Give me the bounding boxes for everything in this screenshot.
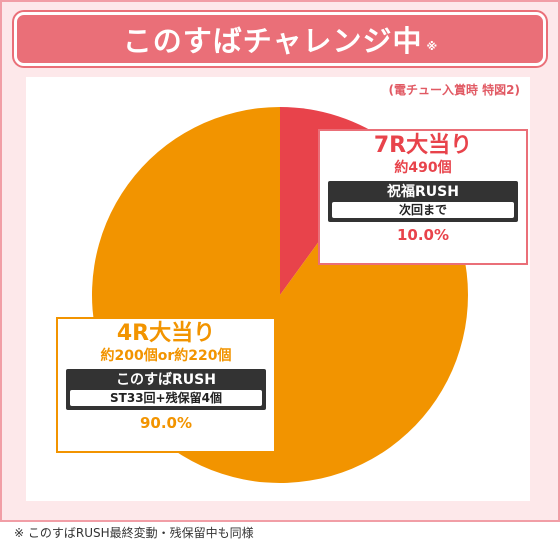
slice-label-7r: 7R大当り 約490個 祝福RUSH 次回まで 10.0% — [318, 129, 528, 265]
title-footnote-mark: ※ — [426, 39, 438, 53]
slice-7r-title: 7R大当り — [373, 133, 473, 158]
slice-4r-percent: 90.0% — [139, 414, 193, 432]
slice-4r-mode-detail: ST33回+残保留4個 — [70, 390, 262, 406]
chart-panel: (電チュー入賞時 特図2) 7R大当り 約490個 祝福RUSH 次回まで 10… — [26, 77, 530, 501]
slice-7r-mode: 祝福RUSH — [387, 184, 459, 200]
slice-7r-payout: 約490個 — [394, 160, 452, 176]
title-bar: このすばチャレンジ中 ※ — [14, 12, 546, 66]
slice-label-4r: 4R大当り 約200個or約220個 このすばRUSH ST33回+残保留4個 … — [56, 317, 276, 453]
slice-4r-mode-box: このすばRUSH ST33回+残保留4個 — [66, 369, 266, 410]
chart-title: このすばチャレンジ中 — [122, 24, 423, 58]
slice-7r-mode-detail: 次回まで — [332, 202, 514, 218]
condition-note: (電チュー入賞時 特図2) — [388, 83, 521, 97]
slice-4r-mode: このすばRUSH — [116, 372, 216, 388]
slice-4r-title: 4R大当り — [116, 321, 216, 346]
slice-7r-mode-box: 祝福RUSH 次回まで — [328, 181, 518, 222]
slice-7r-percent: 10.0% — [396, 226, 450, 244]
footnote: ※ このすばRUSH最終変動・残保留中も同様 — [14, 526, 254, 540]
slice-4r-payout: 約200個or約220個 — [100, 348, 232, 364]
